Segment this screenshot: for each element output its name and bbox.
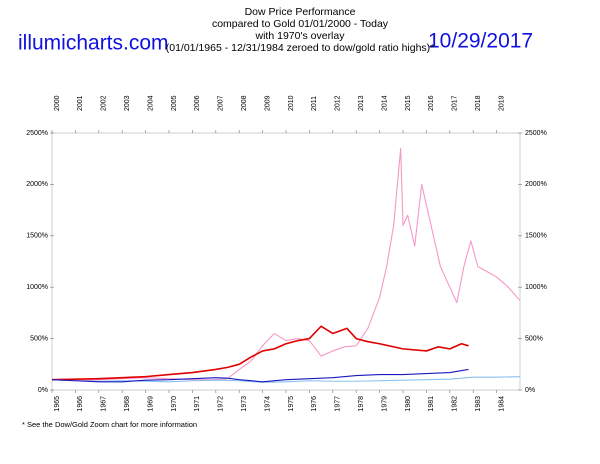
- series-line: [51, 147, 521, 382]
- x-tick-label: 1977: [335, 396, 342, 412]
- x-tick-label: 1974: [264, 396, 271, 412]
- x2-tick-label: 2001: [77, 95, 84, 111]
- x2-tick-label: 2013: [358, 95, 365, 111]
- x-tick-label: 1973: [241, 396, 248, 412]
- x-tick-label: 1976: [311, 396, 318, 412]
- y-tick-label: 1500%: [26, 233, 48, 240]
- x2-tick-label: 2016: [428, 95, 435, 111]
- x2-tick-label: 2012: [335, 95, 342, 111]
- chart-title: (01/01/1965 - 12/31/1984 zeroed to dow/g…: [166, 42, 435, 54]
- y-tick-label: 0%: [38, 387, 48, 394]
- chart-title: with 1970's overlay: [255, 30, 346, 42]
- x-tick-label: 1968: [124, 396, 131, 412]
- x-tick-label: 1967: [101, 396, 108, 412]
- y-tick-label: 2500%: [26, 130, 48, 137]
- x-tick-label: 1981: [428, 396, 435, 412]
- x2-tick-label: 2009: [264, 95, 271, 111]
- x2-tick-label: 2019: [498, 95, 505, 111]
- chart-title: compared to Gold 01/01/2000 - Today: [212, 18, 389, 30]
- x-tick-label: 1975: [288, 396, 295, 412]
- y2-tick-label: 0%: [525, 387, 535, 394]
- x2-tick-label: 2007: [218, 95, 225, 111]
- x-tick-label: 1982: [452, 396, 459, 412]
- x2-tick-label: 2018: [475, 95, 482, 111]
- chart-title: Dow Price Performance: [245, 6, 356, 18]
- series-line: [51, 325, 469, 381]
- date: 10/29/2017: [428, 30, 533, 53]
- x2-tick-label: 2002: [101, 95, 108, 111]
- y2-tick-label: 500%: [525, 335, 543, 342]
- x-tick-label: 1983: [475, 396, 482, 412]
- series-line: [51, 368, 469, 383]
- x2-tick-label: 2010: [288, 95, 295, 111]
- x-tick-label: 1980: [405, 396, 412, 412]
- x-tick-label: 1965: [54, 396, 61, 412]
- x2-tick-label: 2008: [241, 95, 248, 111]
- footnote: * See the Dow/Gold Zoom chart for more i…: [22, 420, 197, 429]
- y2-tick-label: 2500%: [525, 130, 547, 137]
- x-tick-label: 1971: [194, 396, 201, 412]
- x2-tick-label: 2000: [54, 95, 61, 111]
- x2-tick-label: 2017: [452, 95, 459, 111]
- x2-tick-label: 2006: [194, 95, 201, 111]
- x2-tick-label: 2011: [311, 96, 318, 111]
- x2-tick-label: 2003: [124, 95, 131, 111]
- y-tick-label: 500%: [30, 335, 48, 342]
- y2-tick-label: 1000%: [525, 284, 547, 291]
- site-name: illumicharts.com: [18, 32, 169, 55]
- y2-tick-label: 1500%: [525, 233, 547, 240]
- plot-frame: [51, 132, 521, 391]
- x2-tick-label: 2004: [147, 95, 154, 111]
- x-tick-label: 1972: [218, 396, 225, 412]
- x-tick-label: 1979: [381, 396, 388, 412]
- y-tick-label: 2000%: [26, 181, 48, 188]
- x2-tick-label: 2015: [405, 95, 412, 111]
- y2-tick-label: 2000%: [525, 181, 547, 188]
- x2-tick-label: 2014: [381, 95, 388, 111]
- x-tick-label: 1984: [498, 396, 505, 412]
- y-tick-label: 1000%: [26, 284, 48, 291]
- x-tick-label: 1978: [358, 396, 365, 412]
- x-tick-label: 1969: [147, 396, 154, 412]
- x2-tick-label: 2005: [171, 95, 178, 111]
- x-tick-label: 1966: [77, 396, 84, 412]
- x-tick-label: 1970: [171, 396, 178, 412]
